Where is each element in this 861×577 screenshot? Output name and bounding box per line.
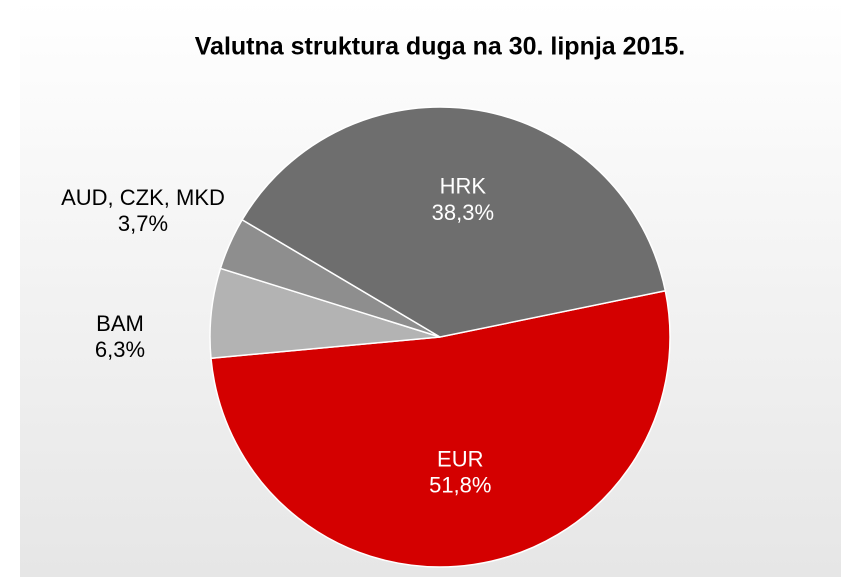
slice-label: BAM 6,3% — [95, 311, 145, 362]
pie — [209, 106, 671, 568]
slice-value: 38,3% — [432, 200, 494, 225]
slice-label: EUR 51,8% — [429, 446, 491, 497]
pie-slice — [210, 289, 671, 568]
slice-label: AUD, CZK, MKD 3,7% — [61, 185, 225, 236]
chart-title: Valutna struktura duga na 30. lipnja 201… — [195, 33, 685, 61]
slice-category: HRK — [440, 174, 487, 199]
slice-value: 51,8% — [429, 473, 491, 498]
slice-value: 6,3% — [95, 337, 145, 362]
slice-label: HRK 38,3% — [432, 174, 494, 225]
slice-category: AUD, CZK, MKD — [61, 185, 225, 210]
pie-slice — [241, 106, 667, 338]
slice-category: BAM — [96, 311, 144, 336]
slice-category: EUR — [437, 446, 483, 471]
labels: EUR 51,8% BAM 6,3% AUD, CZK, MKD 3,7% HRK 38,3% — [61, 174, 494, 498]
slice-value: 3,7% — [118, 211, 168, 236]
